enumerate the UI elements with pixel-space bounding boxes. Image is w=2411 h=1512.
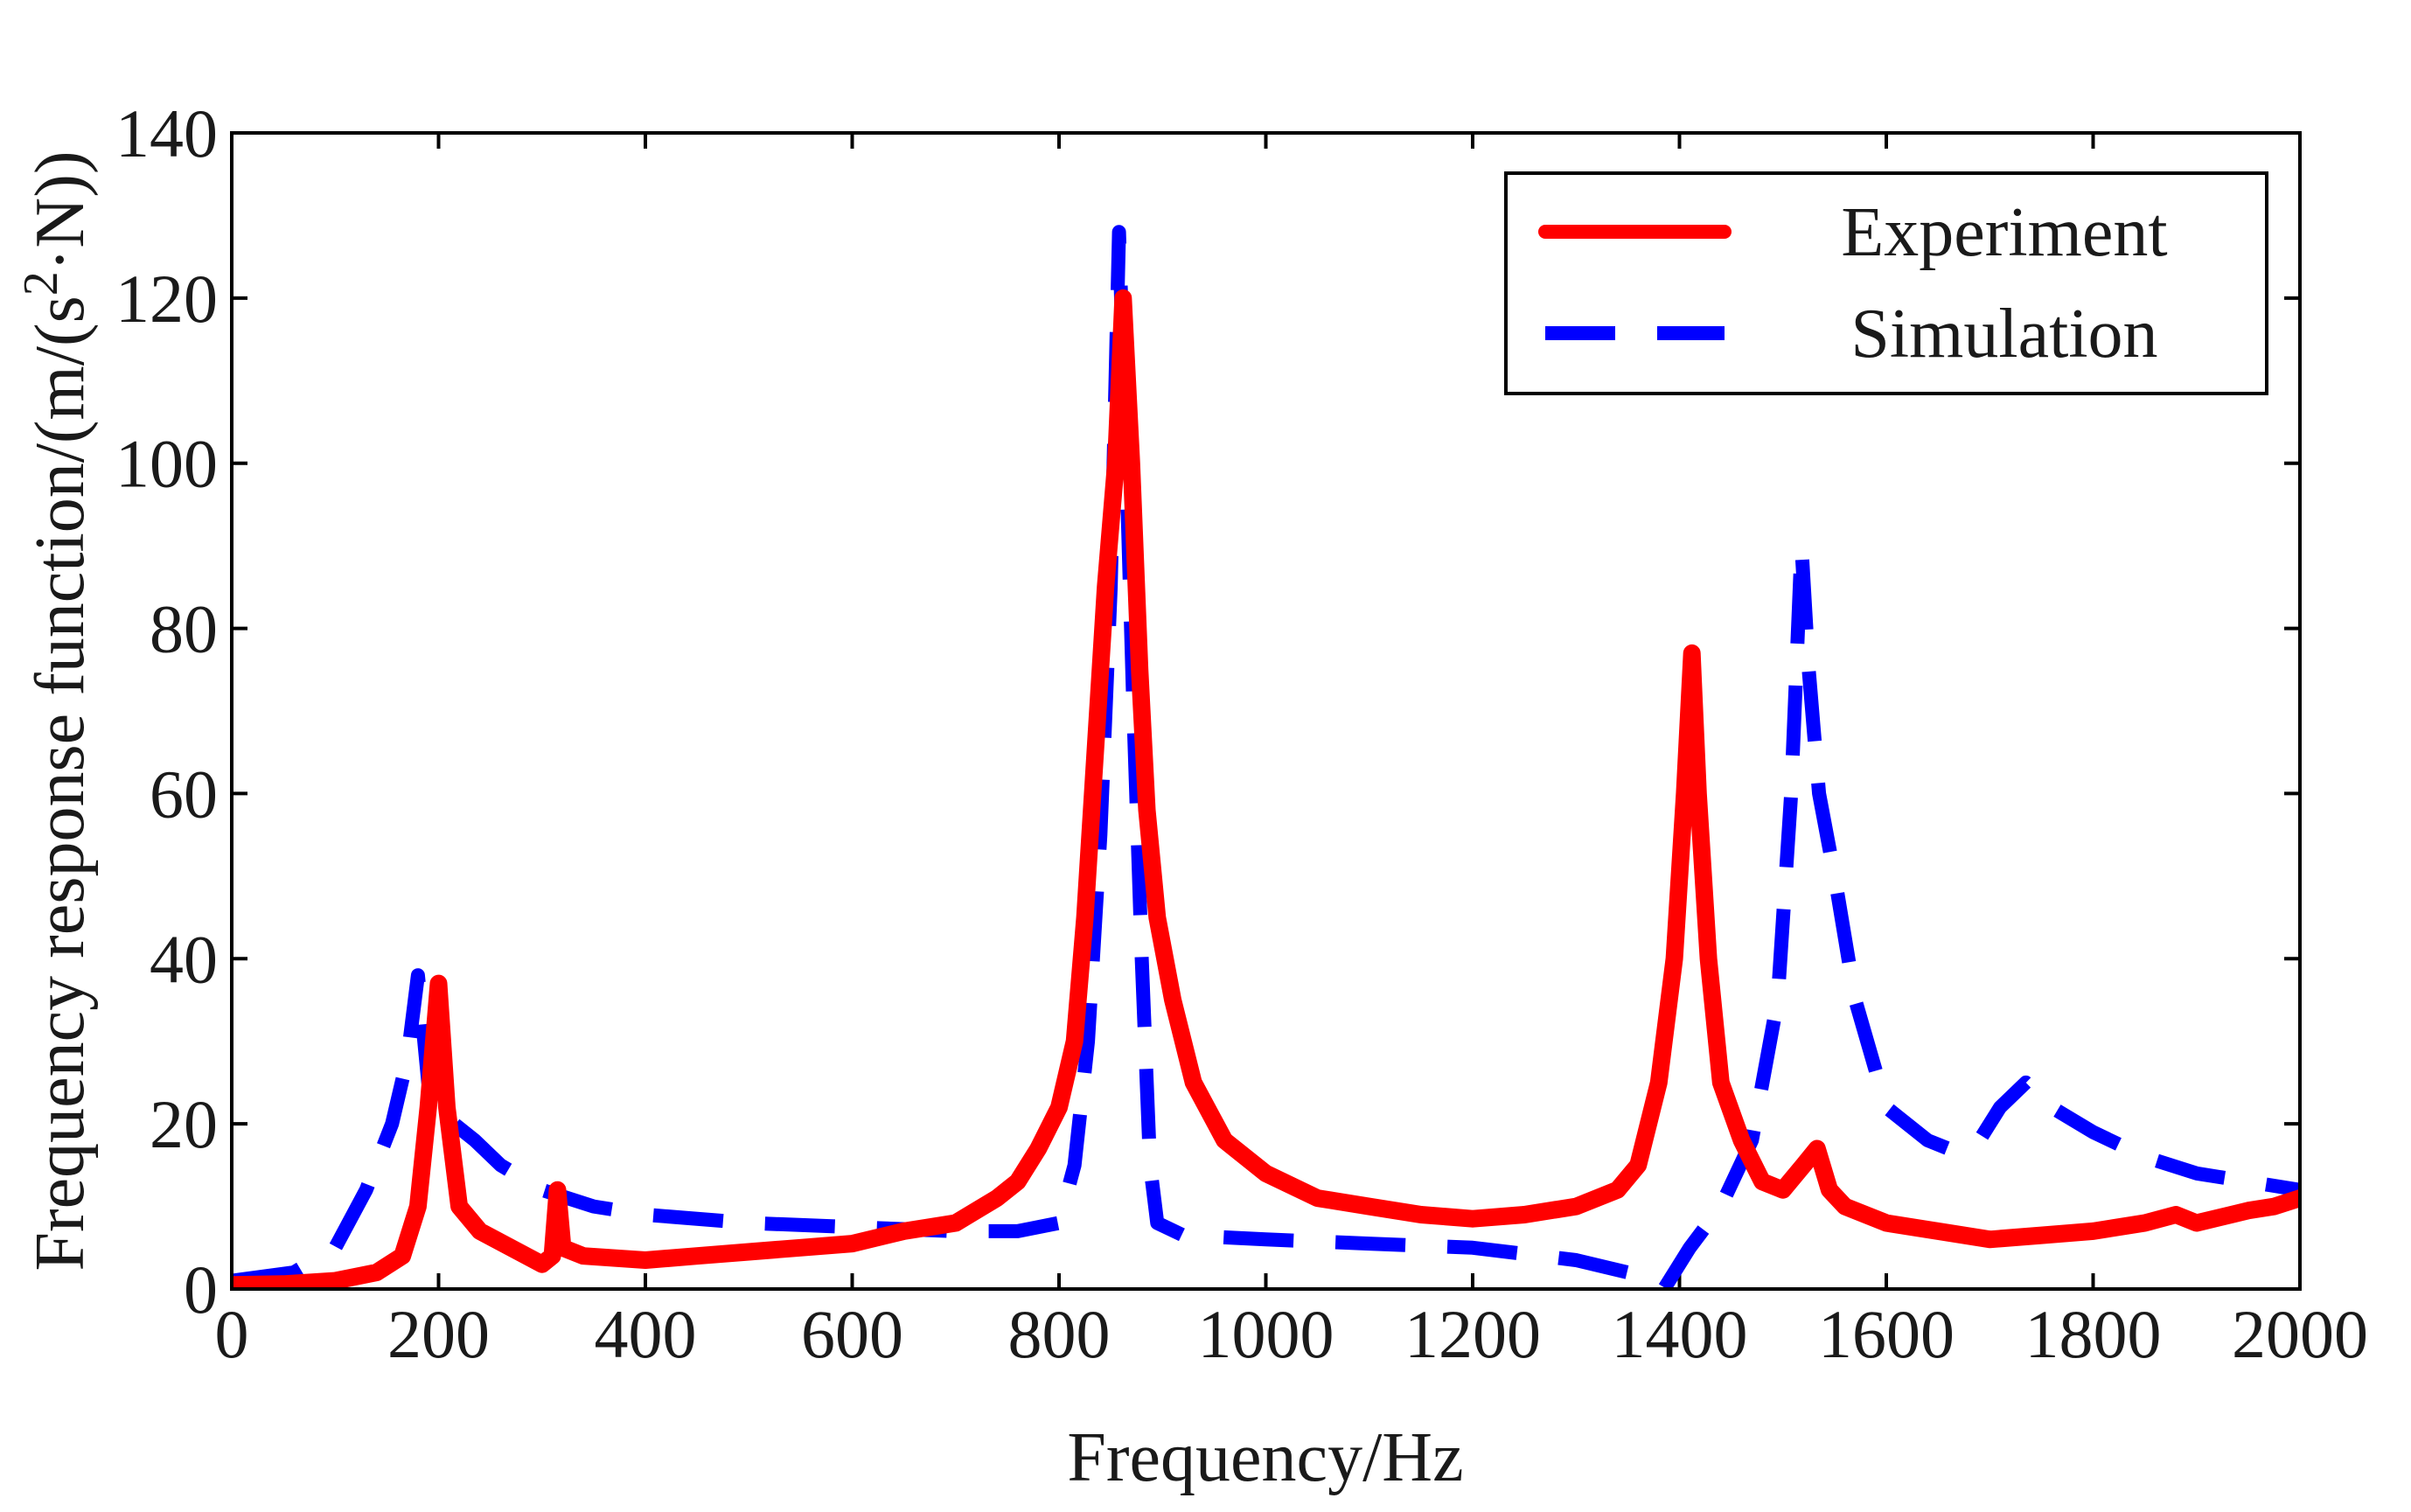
x-tick-label: 2000 — [2232, 1296, 2368, 1372]
x-tick-label: 1800 — [2025, 1296, 2162, 1372]
y-tick-label: 120 — [115, 261, 218, 337]
y-tick-label: 140 — [115, 95, 218, 171]
y-tick-label: 20 — [150, 1086, 218, 1162]
x-axis-title: Frequency/Hz — [1067, 1419, 1463, 1496]
x-tick-label: 600 — [801, 1296, 903, 1372]
y-axis-title-tail: ·N)) — [22, 151, 99, 272]
y-axis-title-superscript: 2 — [14, 271, 68, 296]
x-tick-label: 400 — [595, 1296, 697, 1372]
y-tick-label: 0 — [184, 1251, 218, 1327]
x-tick-label: 0 — [215, 1296, 249, 1372]
legend-box — [1504, 171, 2268, 395]
y-tick-label: 60 — [150, 756, 218, 832]
y-tick-label: 40 — [150, 921, 218, 997]
x-tick-label: 1000 — [1198, 1296, 1334, 1372]
x-tick-label: 200 — [387, 1296, 490, 1372]
legend: Experiment Simulation — [1504, 171, 2268, 395]
y-axis-title-main: Frequency response function/(m/(s — [22, 296, 99, 1271]
y-tick-label: 80 — [150, 591, 218, 667]
series-layer — [232, 225, 2300, 1289]
x-tick-label: 1200 — [1404, 1296, 1541, 1372]
legend-label-simulation: Simulation — [1850, 296, 2157, 373]
y-tick-label: 100 — [115, 426, 218, 502]
legend-label-experiment: Experiment — [1841, 194, 2167, 271]
x-axis-ticks: 0 200 400 600 800 1000 1200 1400 1600 1800 2000 — [215, 133, 2368, 1372]
y-axis-ticks: 0 20 40 60 80 100 120 140 — [115, 95, 2300, 1327]
y-axis-title: Frequency response function/(m/(s2·N)) — [14, 151, 99, 1272]
plot-frame — [230, 131, 2302, 1291]
series-line-experiment — [232, 289, 2300, 1289]
x-tick-label: 1600 — [1818, 1296, 1955, 1372]
series-line-simulation — [232, 225, 2300, 1289]
x-tick-label: 800 — [1008, 1296, 1111, 1372]
x-tick-label: 1400 — [1612, 1296, 1748, 1372]
